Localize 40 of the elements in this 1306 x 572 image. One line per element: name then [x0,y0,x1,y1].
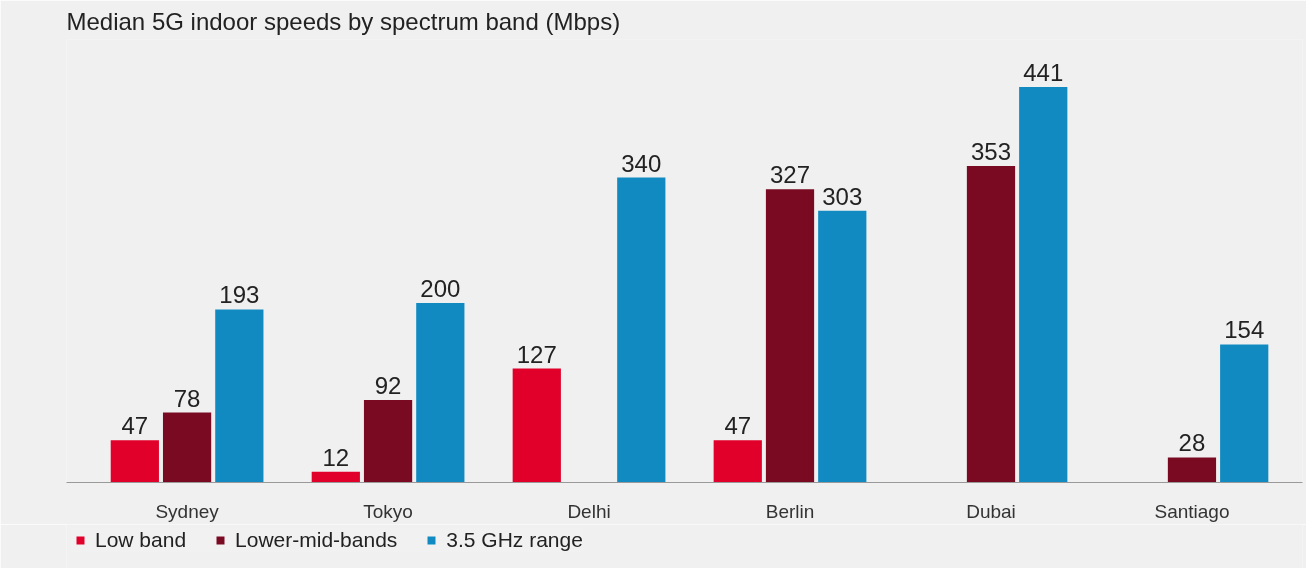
data-label: 154 [1224,316,1265,344]
data-label: 441 [1023,58,1064,86]
x-tick-label: Dubai [966,500,1016,522]
data-label: 353 [970,137,1012,165]
data-label: 12 [322,443,350,471]
data-label: 200 [420,275,461,303]
bar [765,189,815,483]
data-label: 47 [724,412,752,440]
x-tick-label: Tokyo [363,500,413,522]
bar [966,165,1016,483]
bar [162,412,212,483]
bar [713,440,762,483]
x-tick-label: Santiago [1154,500,1230,522]
bar [512,368,561,483]
bar [1220,344,1269,483]
x-tick-label: Sydney [155,500,220,522]
data-label: 28 [1178,429,1206,457]
data-label: 340 [621,149,662,177]
data-label: 327 [769,161,811,189]
data-label: 78 [173,384,201,412]
bar [818,210,867,483]
chart-title: Median 5G indoor speeds by spectrum band (Mbps) [66,7,621,35]
bar [617,177,666,483]
data-label: 303 [822,182,863,210]
bar [311,471,360,483]
data-label: 92 [374,371,402,399]
bar [215,309,264,483]
legend-label: 3.5 GHz range [446,528,583,552]
data-label: 127 [516,340,557,368]
data-label: 193 [219,281,260,309]
bar [363,399,413,483]
x-tick-label: Delhi [567,500,611,522]
legend-label: Low band [95,528,187,552]
bar [1167,457,1217,483]
x-tick-label: Berlin [765,500,815,522]
data-label: 47 [121,412,149,440]
bar [1019,86,1068,483]
bar [416,303,465,483]
bar [110,440,159,483]
legend-label: Lower-mid-bands [235,528,398,552]
